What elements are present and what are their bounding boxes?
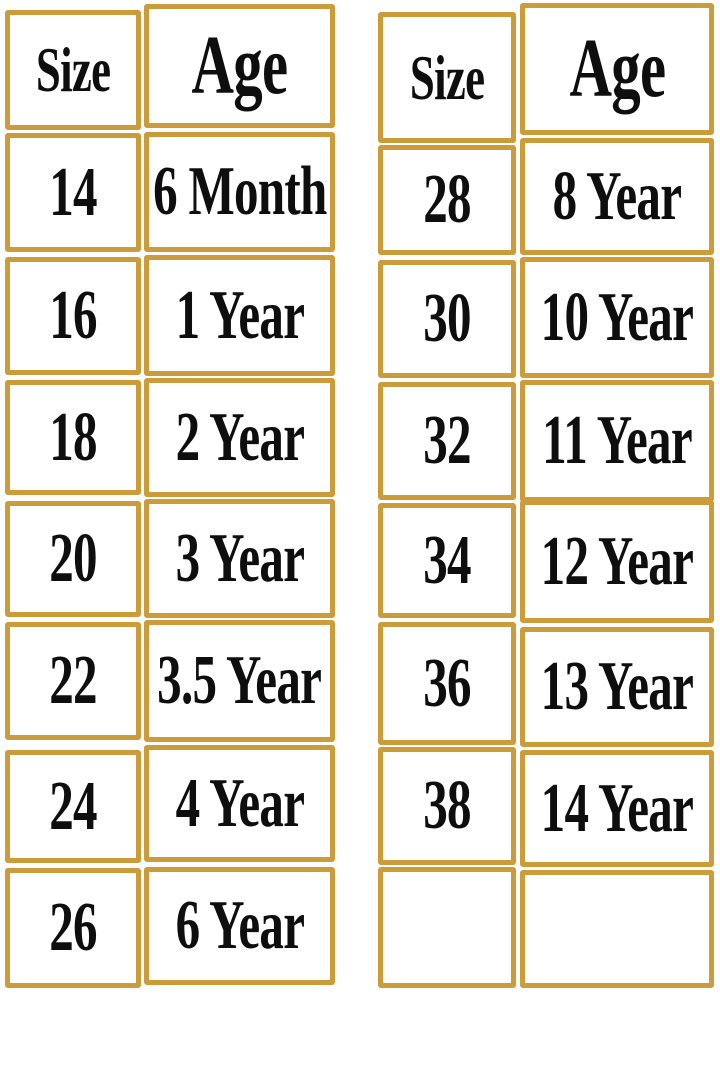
left-row-2-size-cell: 16 bbox=[5, 257, 141, 375]
age-value: 2 Year bbox=[175, 398, 304, 476]
left-row-7-age-cell: 6 Year bbox=[144, 867, 335, 985]
right-row-2-size-cell: 30 bbox=[378, 260, 516, 378]
age-value: 1 Year bbox=[175, 276, 304, 354]
size-value: 36 bbox=[423, 644, 471, 722]
right-header-size-label: Size bbox=[409, 41, 485, 113]
left-row-2-age-cell: 1 Year bbox=[144, 255, 335, 376]
size-value: 26 bbox=[49, 889, 97, 966]
left-row-1-size-cell: 14 bbox=[5, 133, 141, 252]
age-value: 10 Year bbox=[540, 278, 694, 356]
left-row-3-size-cell: 18 bbox=[5, 380, 141, 495]
right-row-6-age-cell: 14 Year bbox=[520, 750, 714, 867]
age-value: 3 Year bbox=[175, 519, 304, 597]
size-value: 30 bbox=[423, 280, 471, 357]
left-row-1-age-cell: 6 Month bbox=[144, 132, 335, 252]
left-row-5-age-cell: 3.5 Year bbox=[144, 620, 335, 742]
size-value: 14 bbox=[49, 153, 97, 231]
left-row-7-size-cell: 26 bbox=[5, 868, 141, 988]
left-header-age-label: Age bbox=[191, 19, 289, 112]
age-value: 6 Year bbox=[175, 887, 304, 964]
age-value: 3.5 Year bbox=[157, 642, 322, 719]
right-header-age-label: Age bbox=[569, 22, 666, 115]
age-value: 11 Year bbox=[542, 402, 692, 479]
size-value: 16 bbox=[49, 277, 97, 354]
right-row-4-age-cell: 12 Year bbox=[520, 500, 714, 623]
right-row-4-size-cell: 34 bbox=[378, 503, 516, 618]
right-row-5-age-cell: 13 Year bbox=[520, 627, 714, 747]
right-row-7-size-cell bbox=[378, 867, 516, 988]
age-value: 12 Year bbox=[540, 522, 694, 600]
right-row-6-size-cell: 38 bbox=[378, 747, 516, 865]
age-value: 4 Year bbox=[175, 764, 304, 842]
left-header-size-label: Size bbox=[35, 34, 111, 105]
right-row-2-age-cell: 10 Year bbox=[520, 257, 714, 378]
left-header-size-cell: Size bbox=[5, 10, 141, 130]
right-row-3-age-cell: 11 Year bbox=[520, 380, 714, 502]
right-row-1-size-cell: 28 bbox=[378, 145, 516, 255]
size-value: 34 bbox=[423, 521, 471, 599]
size-value: 32 bbox=[423, 402, 471, 479]
left-row-6-age-cell: 4 Year bbox=[144, 745, 335, 862]
left-row-4-age-cell: 3 Year bbox=[144, 499, 335, 618]
size-value: 18 bbox=[49, 398, 97, 476]
age-value: 6 Month bbox=[152, 153, 327, 230]
right-row-7-age-cell bbox=[520, 870, 714, 988]
right-row-3-size-cell: 32 bbox=[378, 382, 516, 500]
size-value: 20 bbox=[49, 520, 97, 597]
right-header-age-cell: Age bbox=[520, 3, 714, 135]
left-header-age-cell: Age bbox=[144, 4, 335, 128]
right-header-size-cell: Size bbox=[378, 12, 516, 143]
size-value: 24 bbox=[49, 767, 97, 845]
age-value: 8 Year bbox=[552, 157, 682, 235]
age-value: 13 Year bbox=[540, 648, 694, 725]
left-row-5-size-cell: 22 bbox=[5, 622, 141, 740]
size-value: 22 bbox=[49, 642, 97, 719]
left-row-3-age-cell: 2 Year bbox=[144, 378, 335, 497]
right-row-5-size-cell: 36 bbox=[378, 622, 516, 745]
age-value: 14 Year bbox=[540, 769, 694, 847]
size-value: 38 bbox=[423, 767, 471, 844]
size-value: 28 bbox=[423, 161, 471, 238]
left-row-6-size-cell: 24 bbox=[5, 750, 141, 863]
left-row-4-size-cell: 20 bbox=[5, 501, 141, 617]
right-row-1-age-cell: 8 Year bbox=[520, 138, 714, 255]
